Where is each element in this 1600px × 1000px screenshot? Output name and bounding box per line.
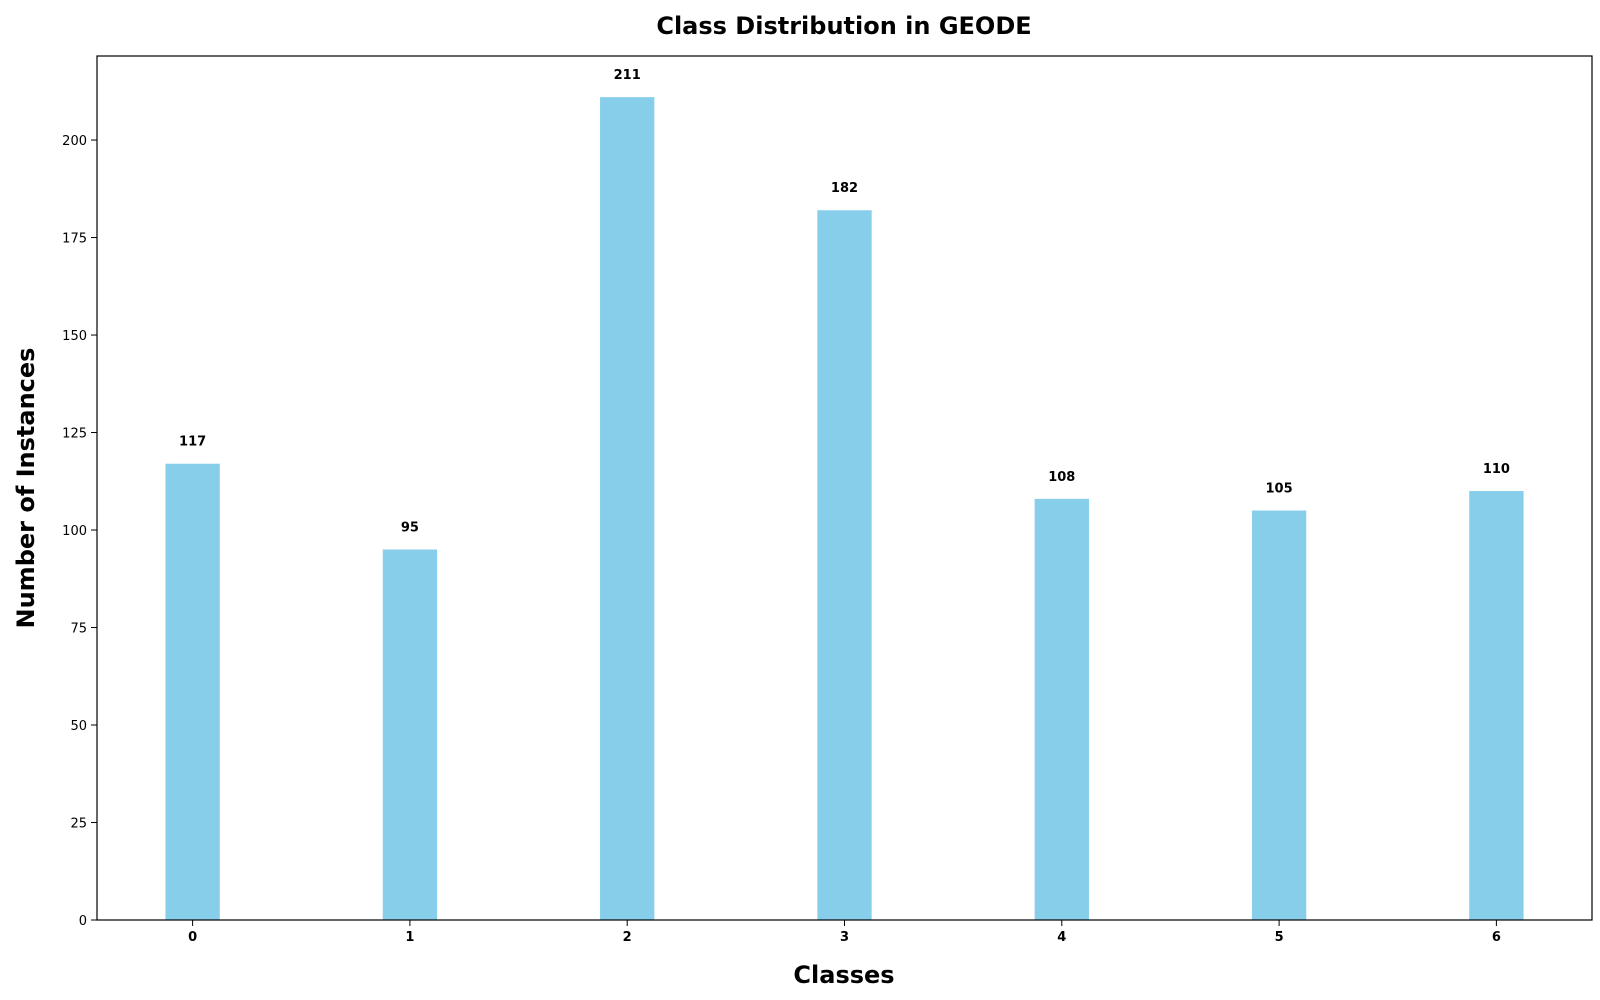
x-tick-label-2: 2 bbox=[623, 930, 632, 945]
x-axis-label: Classes bbox=[793, 961, 894, 989]
y-tick-label-200: 200 bbox=[62, 134, 87, 149]
bar-5 bbox=[1251, 510, 1307, 920]
plot-area: 1179521118210810511002550751001251501752… bbox=[62, 55, 1593, 945]
y-tick-label-25: 25 bbox=[70, 817, 87, 832]
y-tick-label-50: 50 bbox=[70, 719, 87, 734]
y-tick-label-125: 125 bbox=[62, 427, 87, 442]
bar-6 bbox=[1469, 491, 1524, 920]
y-tick-label-150: 150 bbox=[62, 329, 87, 344]
value-label-5: 105 bbox=[1266, 482, 1293, 497]
value-label-6: 110 bbox=[1483, 462, 1510, 477]
value-label-1: 95 bbox=[401, 521, 419, 536]
x-tick-label-5: 5 bbox=[1275, 930, 1284, 945]
y-axis-label: Number of Instances bbox=[12, 348, 40, 629]
x-tick-label-3: 3 bbox=[840, 930, 849, 945]
y-tick-label-0: 0 bbox=[79, 914, 87, 929]
x-tick-label-1: 1 bbox=[405, 930, 414, 945]
bar-0 bbox=[165, 463, 220, 920]
y-tick-label-100: 100 bbox=[62, 524, 87, 539]
y-tick-label-75: 75 bbox=[70, 622, 87, 637]
value-label-2: 211 bbox=[614, 68, 641, 83]
value-label-3: 182 bbox=[831, 181, 858, 196]
chart-title: Class Distribution in GEODE bbox=[656, 12, 1031, 40]
value-label-0: 117 bbox=[179, 435, 206, 450]
x-tick-label-6: 6 bbox=[1492, 930, 1501, 945]
bar-3 bbox=[817, 210, 872, 921]
value-label-4: 108 bbox=[1048, 470, 1075, 485]
x-tick-label-4: 4 bbox=[1057, 930, 1066, 945]
bar-4 bbox=[1034, 498, 1089, 920]
x-tick-label-0: 0 bbox=[188, 930, 197, 945]
y-tick-label-175: 175 bbox=[62, 232, 87, 247]
bar-1 bbox=[382, 549, 438, 920]
bar-2 bbox=[600, 97, 655, 920]
